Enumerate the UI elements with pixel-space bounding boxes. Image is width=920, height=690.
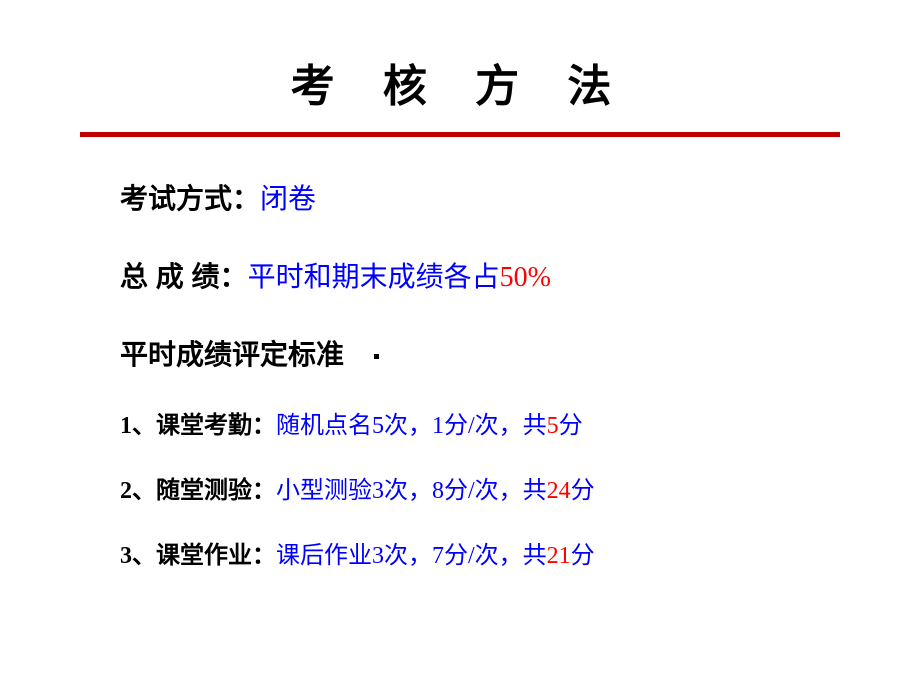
item-3-n1: 3	[372, 543, 384, 569]
item-3-line: 3、课堂作业：课后作业3次，7分/次，共21分	[120, 535, 820, 570]
item-2-n2: 8	[432, 478, 444, 504]
item-1-num: 1	[120, 413, 132, 439]
exam-method-label: 考试方式：	[120, 183, 260, 214]
slide-container: 考 核 方 法 考试方式：闭卷 总 成 绩：平时和期末成绩各占50% 平时成绩评…	[0, 0, 920, 690]
total-score-prefix: 平时和期末成绩各占	[248, 262, 500, 293]
total-score-highlight: 50%	[500, 262, 551, 293]
item-3-p1: 课后作业	[276, 543, 372, 569]
criteria-header: 平时成绩评定标准	[120, 339, 344, 370]
item-3-slash: /	[468, 543, 475, 569]
item-3-label: 、课堂作业：	[132, 542, 276, 569]
item-3-p4: 次，共	[475, 543, 547, 569]
item-2-p2: 次，	[384, 478, 432, 504]
exam-method-line: 考试方式：闭卷	[120, 177, 820, 217]
item-2-label: 、随堂测验：	[132, 477, 276, 504]
item-3-num: 3	[120, 543, 132, 569]
item-1-p2: 次，	[384, 413, 432, 439]
item-3-highlight: 21	[547, 543, 571, 569]
item-1-n2: 1	[432, 413, 444, 439]
criteria-header-line: 平时成绩评定标准	[120, 333, 820, 373]
total-score-label: 总 成 绩：	[120, 261, 248, 292]
item-2-p1: 小型测验	[276, 478, 372, 504]
item-1-line: 1、课堂考勤：随机点名5次，1分/次，共5分	[120, 405, 820, 440]
title-divider	[80, 132, 840, 137]
item-2-n1: 3	[372, 478, 384, 504]
item-1-p3: 分	[444, 413, 468, 439]
total-score-line: 总 成 绩：平时和期末成绩各占50%	[120, 255, 820, 295]
item-2-p4: 次，共	[475, 478, 547, 504]
item-1-p1: 随机点名	[276, 413, 372, 439]
item-1-highlight: 5	[547, 413, 559, 439]
item-3-p5: 分	[571, 543, 595, 569]
item-2-p3: 分	[444, 478, 468, 504]
content-area: 考试方式：闭卷 总 成 绩：平时和期末成绩各占50% 平时成绩评定标准 1、课堂…	[70, 177, 850, 570]
item-3-n2: 7	[432, 543, 444, 569]
item-1-n1: 5	[372, 413, 384, 439]
slide-title: 考 核 方 法	[70, 50, 850, 114]
item-1-label: 、课堂考勤：	[132, 412, 276, 439]
item-2-line: 2、随堂测验：小型测验3次，8分/次，共24分	[120, 470, 820, 505]
item-1-slash: /	[468, 413, 475, 439]
item-1-p5: 分	[559, 413, 583, 439]
item-2-slash: /	[468, 478, 475, 504]
exam-method-value: 闭卷	[260, 184, 316, 215]
item-3-p3: 分	[444, 543, 468, 569]
item-2-num: 2	[120, 478, 132, 504]
item-3-p2: 次，	[384, 543, 432, 569]
item-2-p5: 分	[571, 478, 595, 504]
cursor-marker	[374, 354, 379, 359]
item-1-p4: 次，共	[475, 413, 547, 439]
item-2-highlight: 24	[547, 478, 571, 504]
